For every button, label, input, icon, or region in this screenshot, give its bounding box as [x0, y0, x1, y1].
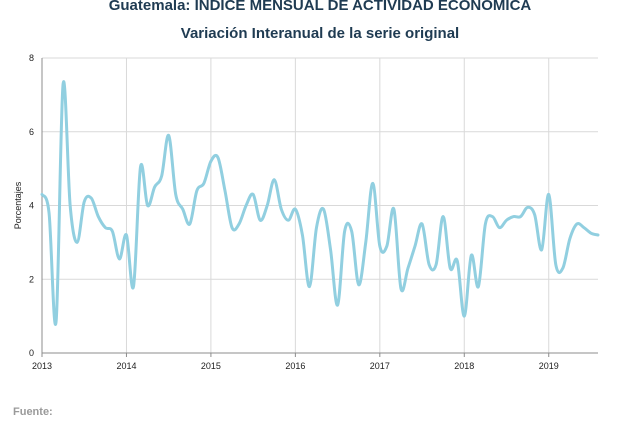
- x-tick-label: 2015: [201, 361, 221, 371]
- x-tick-label: 2013: [32, 361, 52, 371]
- chart-title: Guatemala: INDICE MENSUAL DE ACTIVIDAD E…: [108, 0, 532, 14]
- x-tick-label: 2014: [116, 361, 136, 371]
- x-tick-label: 2016: [285, 361, 305, 371]
- y-tick-label: 8: [29, 53, 34, 63]
- y-tick-label: 6: [29, 127, 34, 137]
- x-tick-label: 2018: [454, 361, 474, 371]
- y-tick-label: 0: [29, 348, 34, 358]
- source-label: Fuente:: [13, 406, 53, 418]
- x-tick-label: 2017: [370, 361, 390, 371]
- chart-subtitle: Variación Interanual de la serie origina…: [180, 25, 460, 42]
- y-tick-label: 4: [29, 201, 34, 211]
- y-axis-label: Porcentajes: [13, 181, 23, 229]
- y-tick-label: 2: [29, 274, 34, 284]
- x-tick-label: 2019: [539, 361, 559, 371]
- series-line: [40, 80, 600, 326]
